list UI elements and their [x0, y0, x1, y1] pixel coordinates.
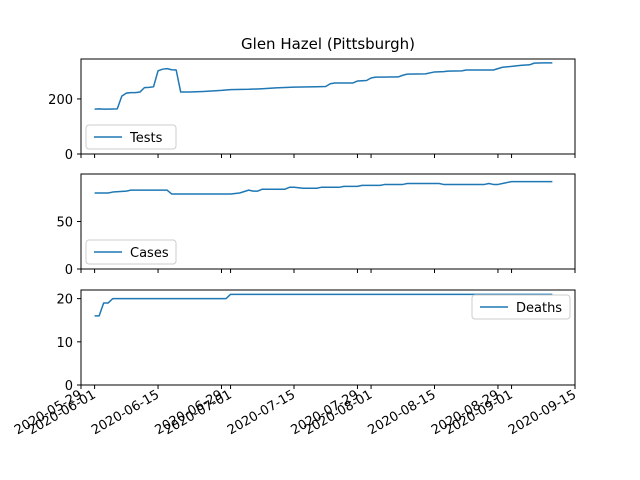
series-line-tests: [94, 62, 553, 110]
legend-tests: Tests: [85, 124, 177, 150]
subplot-deaths: 0 10 20 Deaths: [56, 289, 576, 394]
legend-cases: Cases: [85, 239, 177, 265]
legend-label: Cases: [130, 246, 169, 261]
y-tick-label: 0: [65, 379, 73, 394]
series-line-cases: [94, 180, 553, 195]
legend-box: [85, 124, 177, 150]
axes-frame: [80, 289, 576, 386]
legend-label: Deaths: [516, 301, 562, 316]
subplots: 0 200 Tests 0 50 Cases 0 10 20 Deaths: [48, 58, 576, 394]
legend-box: [471, 294, 571, 320]
y-tick-label: 0: [65, 263, 73, 278]
y-tick-label: 50: [56, 216, 73, 231]
series-line-deaths: [94, 293, 553, 317]
chart-title: Glen Hazel (Pittsburgh): [241, 35, 415, 53]
y-tick-label: 20: [56, 293, 73, 308]
legend-box: [85, 239, 177, 265]
subplot-cases: 0 50 Cases: [56, 173, 576, 278]
y-tick-label: 200: [48, 93, 73, 108]
y-tick-label: 0: [65, 148, 73, 163]
axes-frame: [80, 58, 576, 155]
legend-label: Tests: [129, 131, 163, 146]
legend-deaths: Deaths: [471, 294, 571, 320]
subplot-tests: 0 200 Tests: [48, 58, 576, 163]
y-tick-label: 10: [56, 336, 73, 351]
